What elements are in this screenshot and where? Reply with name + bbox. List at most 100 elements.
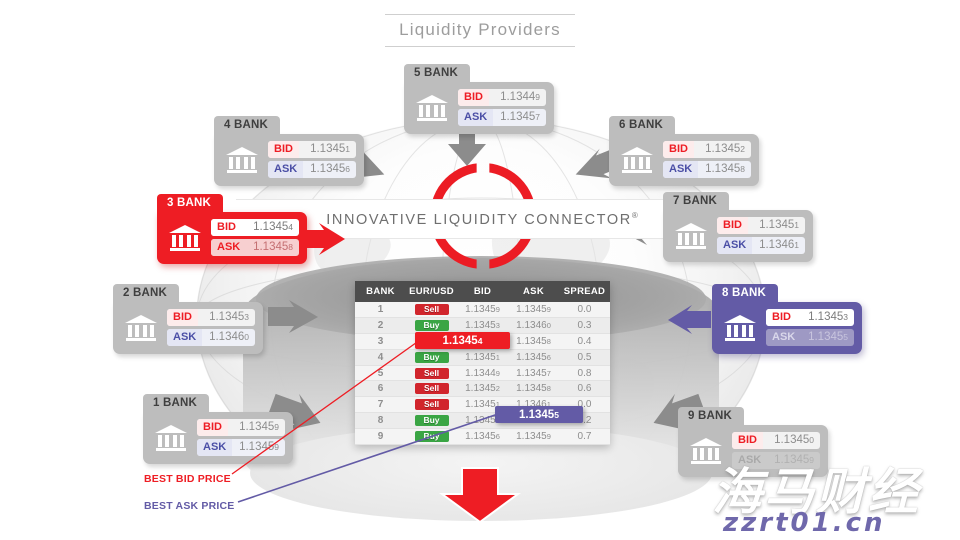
ask-value: 1.13457	[500, 111, 540, 123]
cell-spread: 0.6	[559, 380, 610, 398]
ask-row: ASK 1.13458	[211, 239, 299, 256]
bid-value: 1.13453	[209, 311, 249, 323]
best-ask-highlight[interactable]: 1.1345 5	[495, 406, 583, 423]
bank-card-1[interactable]: 1 BANK BID 1.13459 ASK 1.13459	[143, 393, 293, 464]
side-badge[interactable]: Buy	[414, 319, 449, 331]
arrow-from-bank-2	[268, 300, 320, 334]
legend-best-bid: BEST BID PRICE	[144, 473, 231, 485]
connector-title: INNOVATIVE LIQUIDITY CONNECTOR®	[326, 211, 637, 228]
bank-icon	[412, 93, 452, 123]
cell-spread: 0.5	[559, 349, 610, 366]
cell-bid: 1.13453	[457, 317, 508, 334]
table-header-row: BANK EUR/USD BID ASK SPREAD	[355, 281, 610, 302]
ask-label: ASK	[197, 439, 233, 456]
best-bid-highlight[interactable]: 1.1345 4	[415, 332, 510, 349]
ask-value: 1.13460	[209, 331, 249, 343]
side-badge[interactable]: Buy	[414, 351, 449, 363]
ask-label: ASK	[732, 452, 768, 469]
arrow-from-bank-8	[668, 305, 712, 335]
bank-card-9-label: 9 BANK	[678, 407, 745, 425]
side-badge[interactable]: Sell	[414, 399, 449, 411]
cell-bank: 4	[355, 349, 406, 366]
best-bid-sub: 4	[477, 335, 483, 346]
cell-side: Sell	[406, 396, 457, 414]
best-ask-sub: 5	[554, 409, 559, 420]
table-row[interactable]: 4 Buy 1.13451 1.13456 0.5	[355, 349, 610, 366]
page-title-text: Liquidity Providers	[385, 14, 575, 47]
bank-card-3[interactable]: 3 BANK BID 1.13454 ASK 1.13458	[157, 193, 307, 264]
bid-label: BID	[197, 419, 228, 436]
ask-label: ASK	[211, 239, 247, 256]
cell-spread: 0.7	[559, 428, 610, 446]
bid-value: 1.13451	[310, 143, 350, 155]
cell-spread: 0.4	[559, 333, 610, 350]
bid-value: 1.13450	[774, 434, 814, 446]
legend-best-ask-text: BEST ASK PRICE	[144, 500, 235, 512]
bank-card-5[interactable]: 5 BANK BID 1.13449 ASK 1.13457	[404, 63, 554, 134]
cell-ask: 1.13458	[508, 333, 559, 350]
cell-bank: 5	[355, 365, 406, 382]
best-bid-value: 1.1345	[442, 334, 478, 347]
col-pair: EUR/USD	[406, 281, 457, 302]
bid-row: BID 1.13459	[197, 419, 285, 436]
bid-label: BID	[268, 141, 299, 158]
bid-value: 1.13452	[705, 143, 745, 155]
bid-label: BID	[167, 309, 198, 326]
table-row[interactable]: 6 Sell 1.13452 1.13458 0.6	[355, 380, 610, 398]
bank-icon	[686, 436, 726, 466]
ask-value: 1.13458	[705, 163, 745, 175]
bank-card-4[interactable]: 4 BANK BID 1.13451 ASK 1.13456	[214, 115, 364, 186]
side-badge[interactable]: Sell	[414, 367, 449, 379]
col-bank: BANK	[355, 281, 406, 302]
col-ask: ASK	[508, 281, 559, 302]
cell-bid: 1.13459	[457, 302, 508, 318]
ask-label: ASK	[167, 329, 203, 346]
ask-label: ASK	[458, 109, 494, 126]
cell-ask: 1.13456	[508, 349, 559, 366]
bank-card-6-label: 6 BANK	[609, 116, 676, 134]
page-title: Liquidity Providers	[0, 14, 960, 47]
cell-ask: 1.13458	[508, 380, 559, 398]
bank-card-6[interactable]: 6 BANK BID 1.13452 ASK 1.13458	[609, 115, 759, 186]
bid-value: 1.13454	[253, 221, 293, 233]
cell-side: Sell	[406, 302, 457, 318]
watermark-url-text: zzrt01.cn	[723, 508, 886, 538]
cell-side: Buy	[406, 412, 457, 430]
cell-bid: 1.13449	[457, 365, 508, 382]
bank-card-8-label: 8 BANK	[712, 284, 779, 302]
col-bid: BID	[457, 281, 508, 302]
ask-label: ASK	[268, 161, 304, 178]
side-badge[interactable]: Buy	[414, 431, 449, 443]
side-badge[interactable]: Sell	[414, 303, 449, 315]
bank-icon	[671, 221, 711, 251]
cell-bid: 1.13451	[457, 349, 508, 366]
bid-row: BID 1.13452	[663, 141, 751, 158]
table-row[interactable]: 5 Sell 1.13449 1.13457 0.8	[355, 365, 610, 382]
bank-card-5-label: 5 BANK	[404, 64, 471, 82]
arrow-from-bank-5	[447, 108, 487, 168]
output-arrow-icon	[438, 466, 522, 529]
side-badge[interactable]: Sell	[414, 383, 449, 395]
bank-card-8[interactable]: 8 BANK BID 1.13453 ASK 1.13455	[712, 283, 862, 354]
bid-label: BID	[732, 432, 763, 449]
best-ask-value: 1.1345	[519, 408, 555, 421]
bank-icon	[617, 145, 657, 175]
side-badge[interactable]: Buy	[414, 415, 449, 427]
ask-label: ASK	[766, 329, 802, 346]
table-row[interactable]: 9 Buy 1.13456 1.13459 0.7	[355, 428, 610, 446]
bid-label: BID	[663, 141, 694, 158]
col-spread: SPREAD	[559, 281, 610, 302]
bid-value: 1.13451	[759, 219, 799, 231]
table-row[interactable]: 2 Buy 1.13453 1.13460 0.3	[355, 317, 610, 334]
bank-card-7[interactable]: 7 BANK BID 1.13451 ASK 1.13461	[663, 191, 813, 262]
cell-side: Sell	[406, 380, 457, 398]
cell-bank: 1	[355, 302, 406, 318]
bank-icon	[222, 145, 262, 175]
bank-card-2[interactable]: 2 BANK BID 1.13453 ASK 1.13460	[113, 283, 263, 354]
cell-side: Sell	[406, 365, 457, 382]
ask-row: ASK 1.13458	[663, 161, 751, 178]
table-row[interactable]: 1 Sell 1.13459 1.13459 0.0	[355, 302, 610, 318]
cell-bank: 6	[355, 380, 406, 398]
bank-card-9[interactable]: 9 BANK BID 1.13450 ASK 1.13459	[678, 406, 828, 477]
bank-card-3-label: 3 BANK	[157, 194, 224, 212]
